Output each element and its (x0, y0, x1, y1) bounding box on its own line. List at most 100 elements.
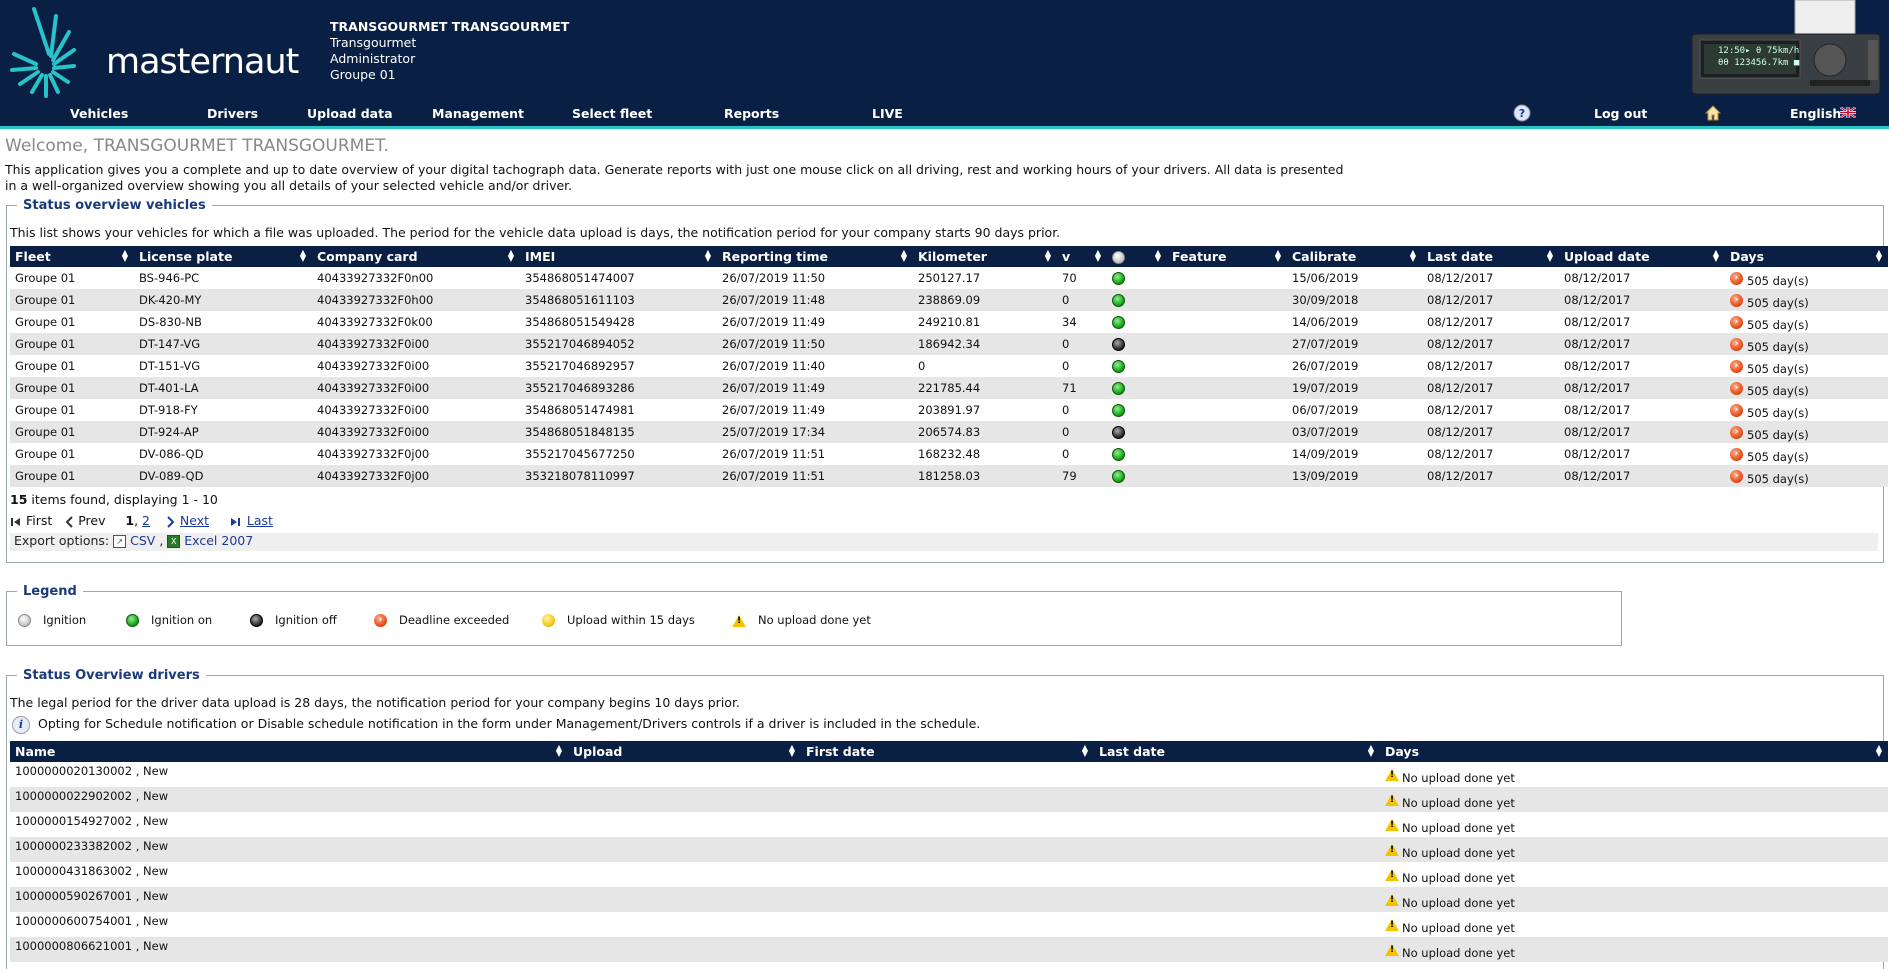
vehicle-row[interactable]: Groupe 01 DK-420-MY 40433927332F0h00 354868… (10, 289, 1888, 311)
last-page-icon[interactable] (229, 513, 247, 528)
col-first-date[interactable]: First date ▲ ▼ (801, 741, 1094, 762)
sort-arrows-icon[interactable]: ▲ ▼ (1875, 248, 1882, 263)
vehicle-row[interactable]: Groupe 01 DS-830-NB 40433927332F0k00 354868… (10, 311, 1888, 333)
nav-upload-data[interactable]: Upload data (307, 106, 393, 121)
next-page-icon[interactable] (166, 513, 180, 528)
driver-row[interactable]: 1000000600754001 , New No upload done yet (10, 912, 1888, 937)
col-days[interactable]: Days ▲ ▼ (1725, 246, 1888, 267)
next-page-link[interactable]: Next (179, 513, 209, 528)
excel-icon[interactable]: X (167, 535, 181, 548)
vehicles-table-header: Fleet ▲ ▼ License plate ▲ ▼ Company card ▲ ▼ IMEI… (10, 246, 1888, 267)
sort-arrows-icon[interactable]: ▲ ▼ (555, 743, 562, 758)
col-fleet[interactable]: Fleet ▲ ▼ (10, 246, 134, 267)
driver-last-date (1094, 837, 1380, 862)
help-icon[interactable]: ? (1512, 104, 1532, 127)
vehicle-row[interactable]: Groupe 01 BS-946-PC 40433927332F0n00 354868… (10, 267, 1888, 289)
col-feature[interactable]: Feature ▲ ▼ (1167, 246, 1287, 267)
driver-row[interactable]: 1000000154927002 , New No upload done yet (10, 812, 1888, 837)
export-excel-link[interactable]: Excel 2007 (184, 533, 254, 548)
masternaut-logo[interactable]: masternaut (4, 6, 304, 106)
vehicle-row[interactable]: Groupe 01 DT-924-AP 40433927332F0i00 354868… (10, 421, 1888, 443)
nav-live[interactable]: LIVE (872, 106, 903, 121)
col-name[interactable]: Name ▲ ▼ (10, 741, 568, 762)
cell-upload: 08/12/2017 (1559, 289, 1725, 311)
home-icon[interactable] (1704, 104, 1722, 125)
col-upload[interactable]: Upload ▲ ▼ (568, 741, 801, 762)
driver-row[interactable]: 1000000233382002 , New No upload done yet (10, 837, 1888, 862)
cell-imei: 355217046893286 (520, 377, 717, 399)
sort-arrows-icon[interactable]: ▲ ▼ (1712, 248, 1719, 263)
drivers-table: Name ▲ ▼ Upload ▲ ▼ First date ▲ ▼ Last date ▲ ▼ Day… (10, 741, 1888, 962)
sort-arrows-icon[interactable]: ▲ ▼ (1409, 248, 1416, 263)
col-imei[interactable]: IMEI ▲ ▼ (520, 246, 717, 267)
nav-management[interactable]: Management (432, 106, 525, 121)
sort-arrows-icon[interactable]: ▲ ▼ (788, 743, 795, 758)
col-ignition[interactable]: ▲ ▼ (1107, 246, 1167, 267)
warning-icon (732, 614, 746, 627)
language-selector[interactable]: English (1790, 106, 1842, 121)
sort-arrows-icon[interactable]: ▲ ▼ (704, 248, 711, 263)
driver-name: 1000000600754001 , New (10, 912, 568, 937)
col-speed[interactable]: v ▲ ▼ (1057, 246, 1107, 267)
driver-days: No upload done yet (1380, 912, 1888, 937)
prev-page-link[interactable]: Prev (78, 513, 106, 528)
cell-upload: 08/12/2017 (1559, 465, 1725, 487)
ignition-status (1107, 311, 1167, 333)
driver-row[interactable]: 1000000806621001 , New No upload done yet (10, 937, 1888, 962)
sort-arrows-icon[interactable]: ▲ ▼ (507, 248, 514, 263)
sort-arrows-icon[interactable]: ▲ ▼ (299, 248, 306, 263)
sort-arrows-icon[interactable]: ▲ ▼ (1081, 743, 1088, 758)
col-license-plate[interactable]: License plate ▲ ▼ (134, 246, 312, 267)
driver-row[interactable]: 1000000590267001 , New No upload done yet (10, 887, 1888, 912)
driver-row[interactable]: 1000000022902002 , New No upload done yet (10, 787, 1888, 812)
cell-fleet: Groupe 01 (10, 377, 134, 399)
sort-arrows-icon[interactable]: ▲ ▼ (900, 248, 907, 263)
page-2-link[interactable]: 2 (142, 513, 150, 528)
sort-arrows-icon[interactable]: ▲ ▼ (121, 248, 128, 263)
vehicle-row[interactable]: Groupe 01 DV-089-QD 40433927332F0j00 353218… (10, 465, 1888, 487)
col-company-card[interactable]: Company card ▲ ▼ (312, 246, 520, 267)
uk-flag-icon[interactable] (1839, 106, 1857, 121)
col-last-date[interactable]: Last date ▲ ▼ (1094, 741, 1380, 762)
nav-reports[interactable]: Reports (724, 106, 780, 121)
sort-arrows-icon[interactable]: ▲ ▼ (1044, 248, 1051, 263)
legend-upload-within: Upload within 15 days (542, 613, 695, 627)
cell-upload: 08/12/2017 (1559, 267, 1725, 289)
nav-log-out[interactable]: Log out (1594, 106, 1648, 121)
vehicles-count: 15 items found, displaying 1 - 10 (10, 492, 218, 507)
export-csv-link[interactable]: CSV (130, 533, 156, 548)
driver-row[interactable]: 1000000020130002 , New No upload done yet (10, 762, 1888, 787)
sort-arrows-icon[interactable]: ▲ ▼ (1546, 248, 1553, 263)
ignition-on-icon (1112, 382, 1125, 395)
vehicle-row[interactable]: Groupe 01 DT-401-LA 40433927332F0i00 355217… (10, 377, 1888, 399)
nav-vehicles[interactable]: Vehicles (70, 106, 129, 121)
csv-icon[interactable]: ↗ (113, 535, 127, 548)
driver-row[interactable]: 1000000431863002 , New No upload done yet (10, 862, 1888, 887)
ignition-on-icon (1112, 360, 1125, 373)
col-days[interactable]: Days ▲ ▼ (1380, 741, 1888, 762)
days-cell: › 505 day(s) (1725, 267, 1888, 289)
prev-page-icon[interactable] (64, 513, 78, 528)
sort-arrows-icon[interactable]: ▲ ▼ (1274, 248, 1281, 263)
col-calibrate[interactable]: Calibrate ▲ ▼ (1287, 246, 1422, 267)
sort-arrows-icon[interactable]: ▲ ▼ (1094, 248, 1101, 263)
last-page-link[interactable]: Last (246, 513, 273, 528)
cell-last: 08/12/2017 (1422, 421, 1559, 443)
vehicle-row[interactable]: Groupe 01 DT-918-FY 40433927332F0i00 354868… (10, 399, 1888, 421)
sort-arrows-icon[interactable]: ▲ ▼ (1154, 248, 1161, 263)
sort-arrows-icon[interactable]: ▲ ▼ (1875, 743, 1882, 758)
vehicle-row[interactable]: Groupe 01 DT-147-VG 40433927332F0i00 355217… (10, 333, 1888, 355)
nav-drivers[interactable]: Drivers (207, 106, 259, 121)
nav-select-fleet[interactable]: Select fleet (572, 106, 653, 121)
col-last-date[interactable]: Last date ▲ ▼ (1422, 246, 1559, 267)
cell-calibrate: 15/06/2019 (1287, 267, 1422, 289)
col-reporting-time[interactable]: Reporting time ▲ ▼ (717, 246, 913, 267)
sort-arrows-icon[interactable]: ▲ ▼ (1367, 743, 1374, 758)
vehicle-row[interactable]: Groupe 01 DV-086-QD 40433927332F0j00 355217… (10, 443, 1888, 465)
first-page-icon[interactable] (10, 513, 26, 528)
driver-upload (568, 937, 801, 962)
vehicle-row[interactable]: Groupe 01 DT-151-VG 40433927332F0i00 355217… (10, 355, 1888, 377)
first-page-link[interactable]: First (25, 513, 53, 528)
col-kilometer[interactable]: Kilometer ▲ ▼ (913, 246, 1057, 267)
col-upload-date[interactable]: Upload date ▲ ▼ (1559, 246, 1725, 267)
